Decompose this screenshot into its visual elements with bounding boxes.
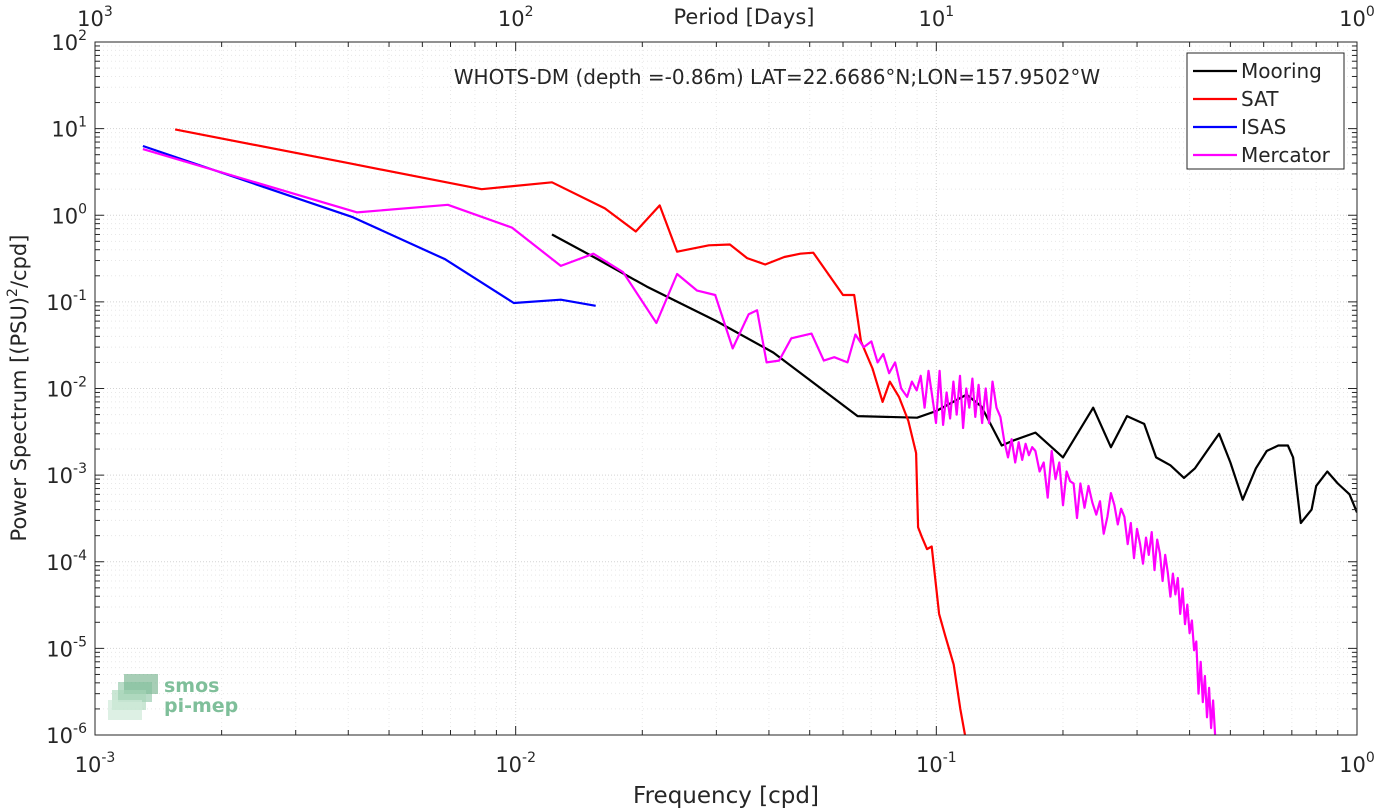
top-tick-label: 103 [77,4,113,31]
logo-mark-icon [108,674,158,720]
ticks [94,41,1358,736]
y-tick-label: 10-6 [46,721,87,748]
x-tick-label: 100 [1339,750,1375,777]
smos-pimep-logo: smos pi-mep [108,672,248,726]
series-line-mooring [551,233,1357,525]
series-line-sat [174,128,967,735]
y-tick-label: 100 [51,201,87,228]
y-tick-label: 10-3 [46,461,87,488]
logo-text-pimep: pi-mep [164,695,239,717]
x-tick-label: 10-2 [495,750,536,777]
legend-label-mercator: Mercator [1241,143,1331,167]
top-axis-label: Period [Days] [674,5,815,29]
y-axis-label-sup: 2 [5,288,21,297]
x-tick-label: 10-3 [75,750,116,777]
y-tick-label: 101 [51,115,87,142]
series-line-mercator [142,148,1217,735]
chart-title: WHOTS-DM (depth =-0.86m) LAT=22.6686°N;L… [454,65,1101,89]
y-tick-label: 10-5 [46,634,87,661]
legend-box [1186,52,1345,170]
series-layer [142,128,1357,735]
top-tick-label: 102 [498,4,534,31]
legend-label-sat: SAT [1241,87,1279,111]
y-tick-label: 10-4 [46,548,87,575]
legend-label-mooring: Mooring [1241,59,1322,83]
grid [95,42,1357,735]
series-line-isas [142,144,596,307]
legend: Mooring SAT ISAS Mercator [1186,52,1345,170]
y-axis-label: Power Spectrum [(PSU)2/cpd] [5,235,31,542]
top-tick-label: 100 [1339,4,1375,31]
y-tick-label: 102 [51,28,87,55]
x-tick-label: 10-1 [916,750,957,777]
y-tick-label: 10-1 [46,288,87,315]
y-axis-label-tail: /cpd] [7,235,31,288]
logo-text-smos: smos [164,675,220,697]
legend-label-isas: ISAS [1241,115,1286,139]
y-axis-label-main: Power Spectrum [(PSU) [7,297,31,542]
y-tick-label: 10-2 [46,375,87,402]
top-tick-label: 101 [919,4,955,31]
x-axis-label: Frequency [cpd] [633,783,819,809]
